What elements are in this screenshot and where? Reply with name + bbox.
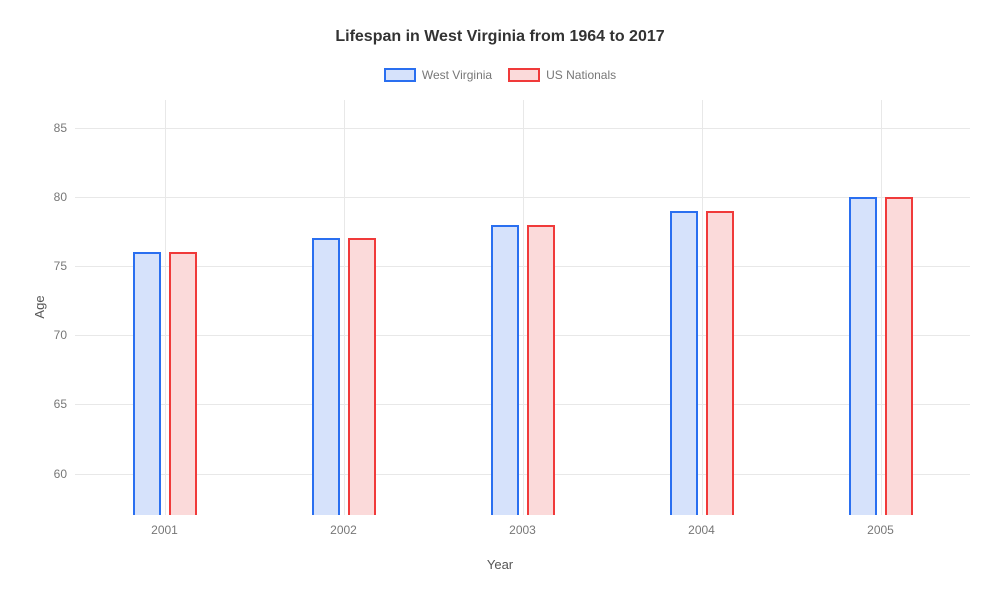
x-tick-label: 2001 <box>151 523 178 537</box>
grid-line <box>344 100 345 515</box>
bar <box>670 211 698 515</box>
x-tick-label: 2002 <box>330 523 357 537</box>
x-tick-label: 2003 <box>509 523 536 537</box>
x-tick-label: 2004 <box>688 523 715 537</box>
chart-title: Lifespan in West Virginia from 1964 to 2… <box>0 28 1000 46</box>
legend-item: US Nationals <box>508 68 616 82</box>
grid-line <box>881 100 882 515</box>
y-axis-title: Age <box>32 295 47 318</box>
bar <box>885 197 913 515</box>
y-tick-label: 80 <box>54 190 67 204</box>
bar <box>133 252 161 515</box>
legend-label: US Nationals <box>546 68 616 82</box>
bar <box>706 211 734 515</box>
y-tick-label: 85 <box>54 121 67 135</box>
legend-label: West Virginia <box>422 68 492 82</box>
grid-line <box>523 100 524 515</box>
x-tick-label: 2005 <box>867 523 894 537</box>
plot-area <box>75 100 970 515</box>
bar <box>348 238 376 515</box>
legend-swatch <box>508 68 540 82</box>
legend-swatch <box>384 68 416 82</box>
y-tick-label: 65 <box>54 397 67 411</box>
x-axis-title: Year <box>0 557 1000 572</box>
bar <box>491 225 519 516</box>
chart-legend: West Virginia US Nationals <box>0 68 1000 82</box>
y-tick-label: 60 <box>54 467 67 481</box>
bar <box>527 225 555 516</box>
bar <box>169 252 197 515</box>
bar <box>849 197 877 515</box>
y-tick-label: 70 <box>54 328 67 342</box>
lifespan-chart: Lifespan in West Virginia from 1964 to 2… <box>0 0 1000 600</box>
y-tick-label: 75 <box>54 259 67 273</box>
legend-item: West Virginia <box>384 68 492 82</box>
grid-line <box>702 100 703 515</box>
bar <box>312 238 340 515</box>
grid-line <box>165 100 166 515</box>
